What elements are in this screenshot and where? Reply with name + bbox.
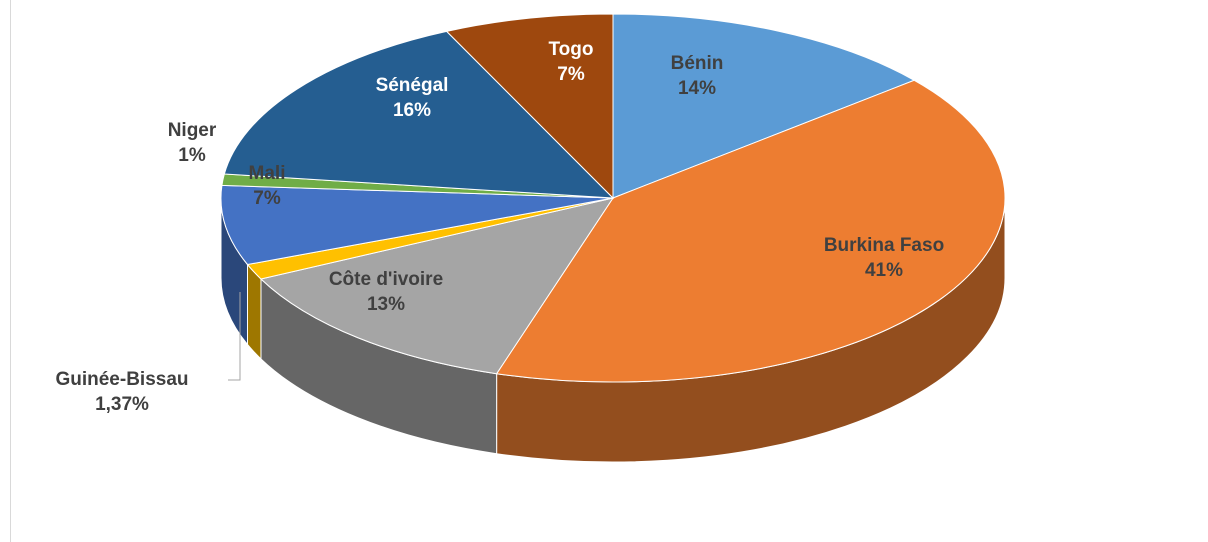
leader-line	[228, 292, 241, 381]
slice	[612, 13, 916, 199]
slice-side	[247, 263, 262, 361]
slice-label: Togo	[548, 39, 593, 60]
slice-value-label: 1,37%	[95, 394, 149, 415]
slice-value-label: 7%	[557, 64, 585, 85]
slice-label: Bénin	[671, 53, 724, 74]
slice-value-label: 7%	[253, 188, 281, 209]
slice-label: Niger	[168, 120, 217, 141]
slice-label: Sénégal	[376, 75, 449, 96]
slice	[445, 13, 614, 200]
slice-value-label: 14%	[678, 78, 716, 99]
slice-value-label: 1%	[178, 145, 206, 166]
slice-label: Mali	[249, 163, 286, 184]
slice	[259, 197, 615, 375]
pie-tops	[220, 13, 1006, 383]
pie-sides	[220, 197, 1006, 463]
slice-value-label: 16%	[393, 100, 431, 121]
slice-label: Côte d'ivoire	[329, 269, 443, 290]
slice-label: Burkina Faso	[824, 235, 944, 256]
labels: Bénin 14% Burkina Faso 41% Côte d'ivoire 13% G…	[55, 39, 944, 415]
slice-value-label: 13%	[367, 294, 405, 315]
slice	[223, 30, 615, 199]
slice-label: Guinée-Bissau	[55, 369, 188, 390]
slice-value-label: 41%	[865, 260, 903, 281]
slice	[495, 79, 1006, 383]
slice	[220, 184, 614, 266]
